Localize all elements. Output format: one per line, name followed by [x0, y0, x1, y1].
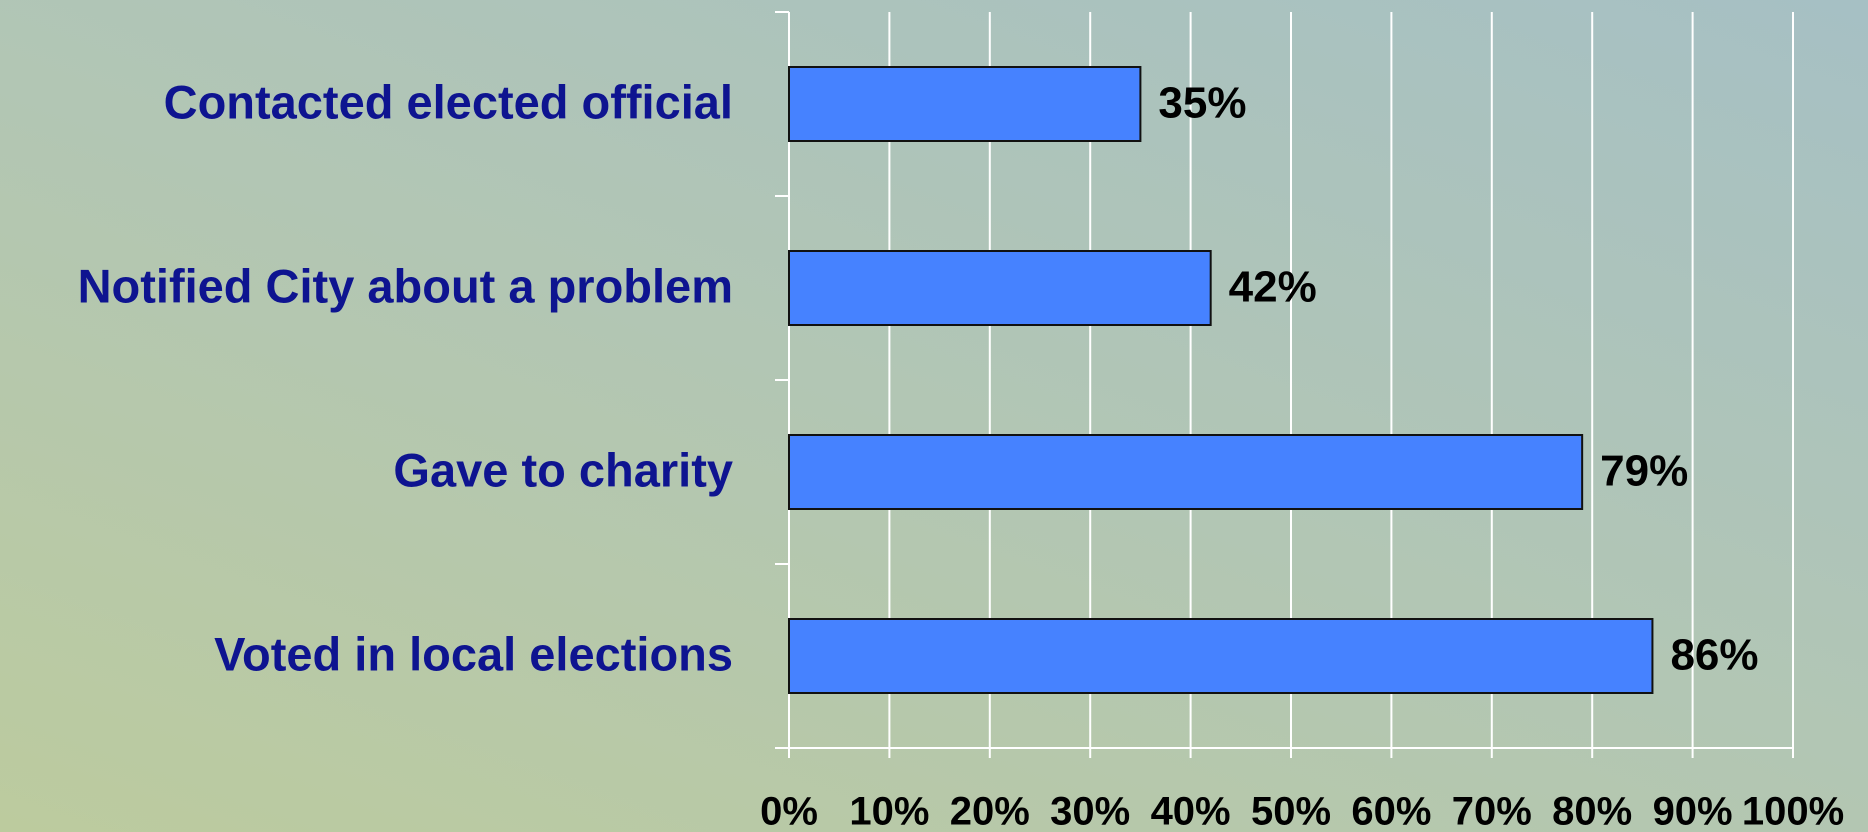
x-tick-label: 30%: [1050, 790, 1130, 832]
bar: [788, 66, 1142, 142]
x-tick-label: 60%: [1351, 790, 1431, 832]
bar: [788, 618, 1654, 694]
data-label: 86%: [1670, 631, 1758, 680]
y-tick-label: Gave to charity: [393, 443, 733, 496]
bar: [788, 250, 1212, 326]
x-tick-label: 80%: [1552, 790, 1632, 832]
y-tick-label: Notified City about a problem: [78, 259, 733, 312]
x-tick-label: 20%: [950, 790, 1030, 832]
x-tick-label: 100%: [1742, 790, 1844, 832]
data-label: 79%: [1600, 447, 1688, 496]
x-tick-label: 90%: [1653, 790, 1733, 832]
x-tick-label: 40%: [1151, 790, 1231, 832]
x-tick-label: 0%: [760, 790, 818, 832]
x-tick-label: 10%: [849, 790, 929, 832]
x-tick-label: 70%: [1452, 790, 1532, 832]
data-label: 42%: [1229, 263, 1317, 312]
data-label: 35%: [1158, 79, 1246, 128]
bar: [788, 434, 1584, 510]
x-tick-label: 50%: [1251, 790, 1331, 832]
y-tick-label: Voted in local elections: [214, 627, 733, 680]
y-tick-label: Contacted elected official: [164, 75, 733, 128]
